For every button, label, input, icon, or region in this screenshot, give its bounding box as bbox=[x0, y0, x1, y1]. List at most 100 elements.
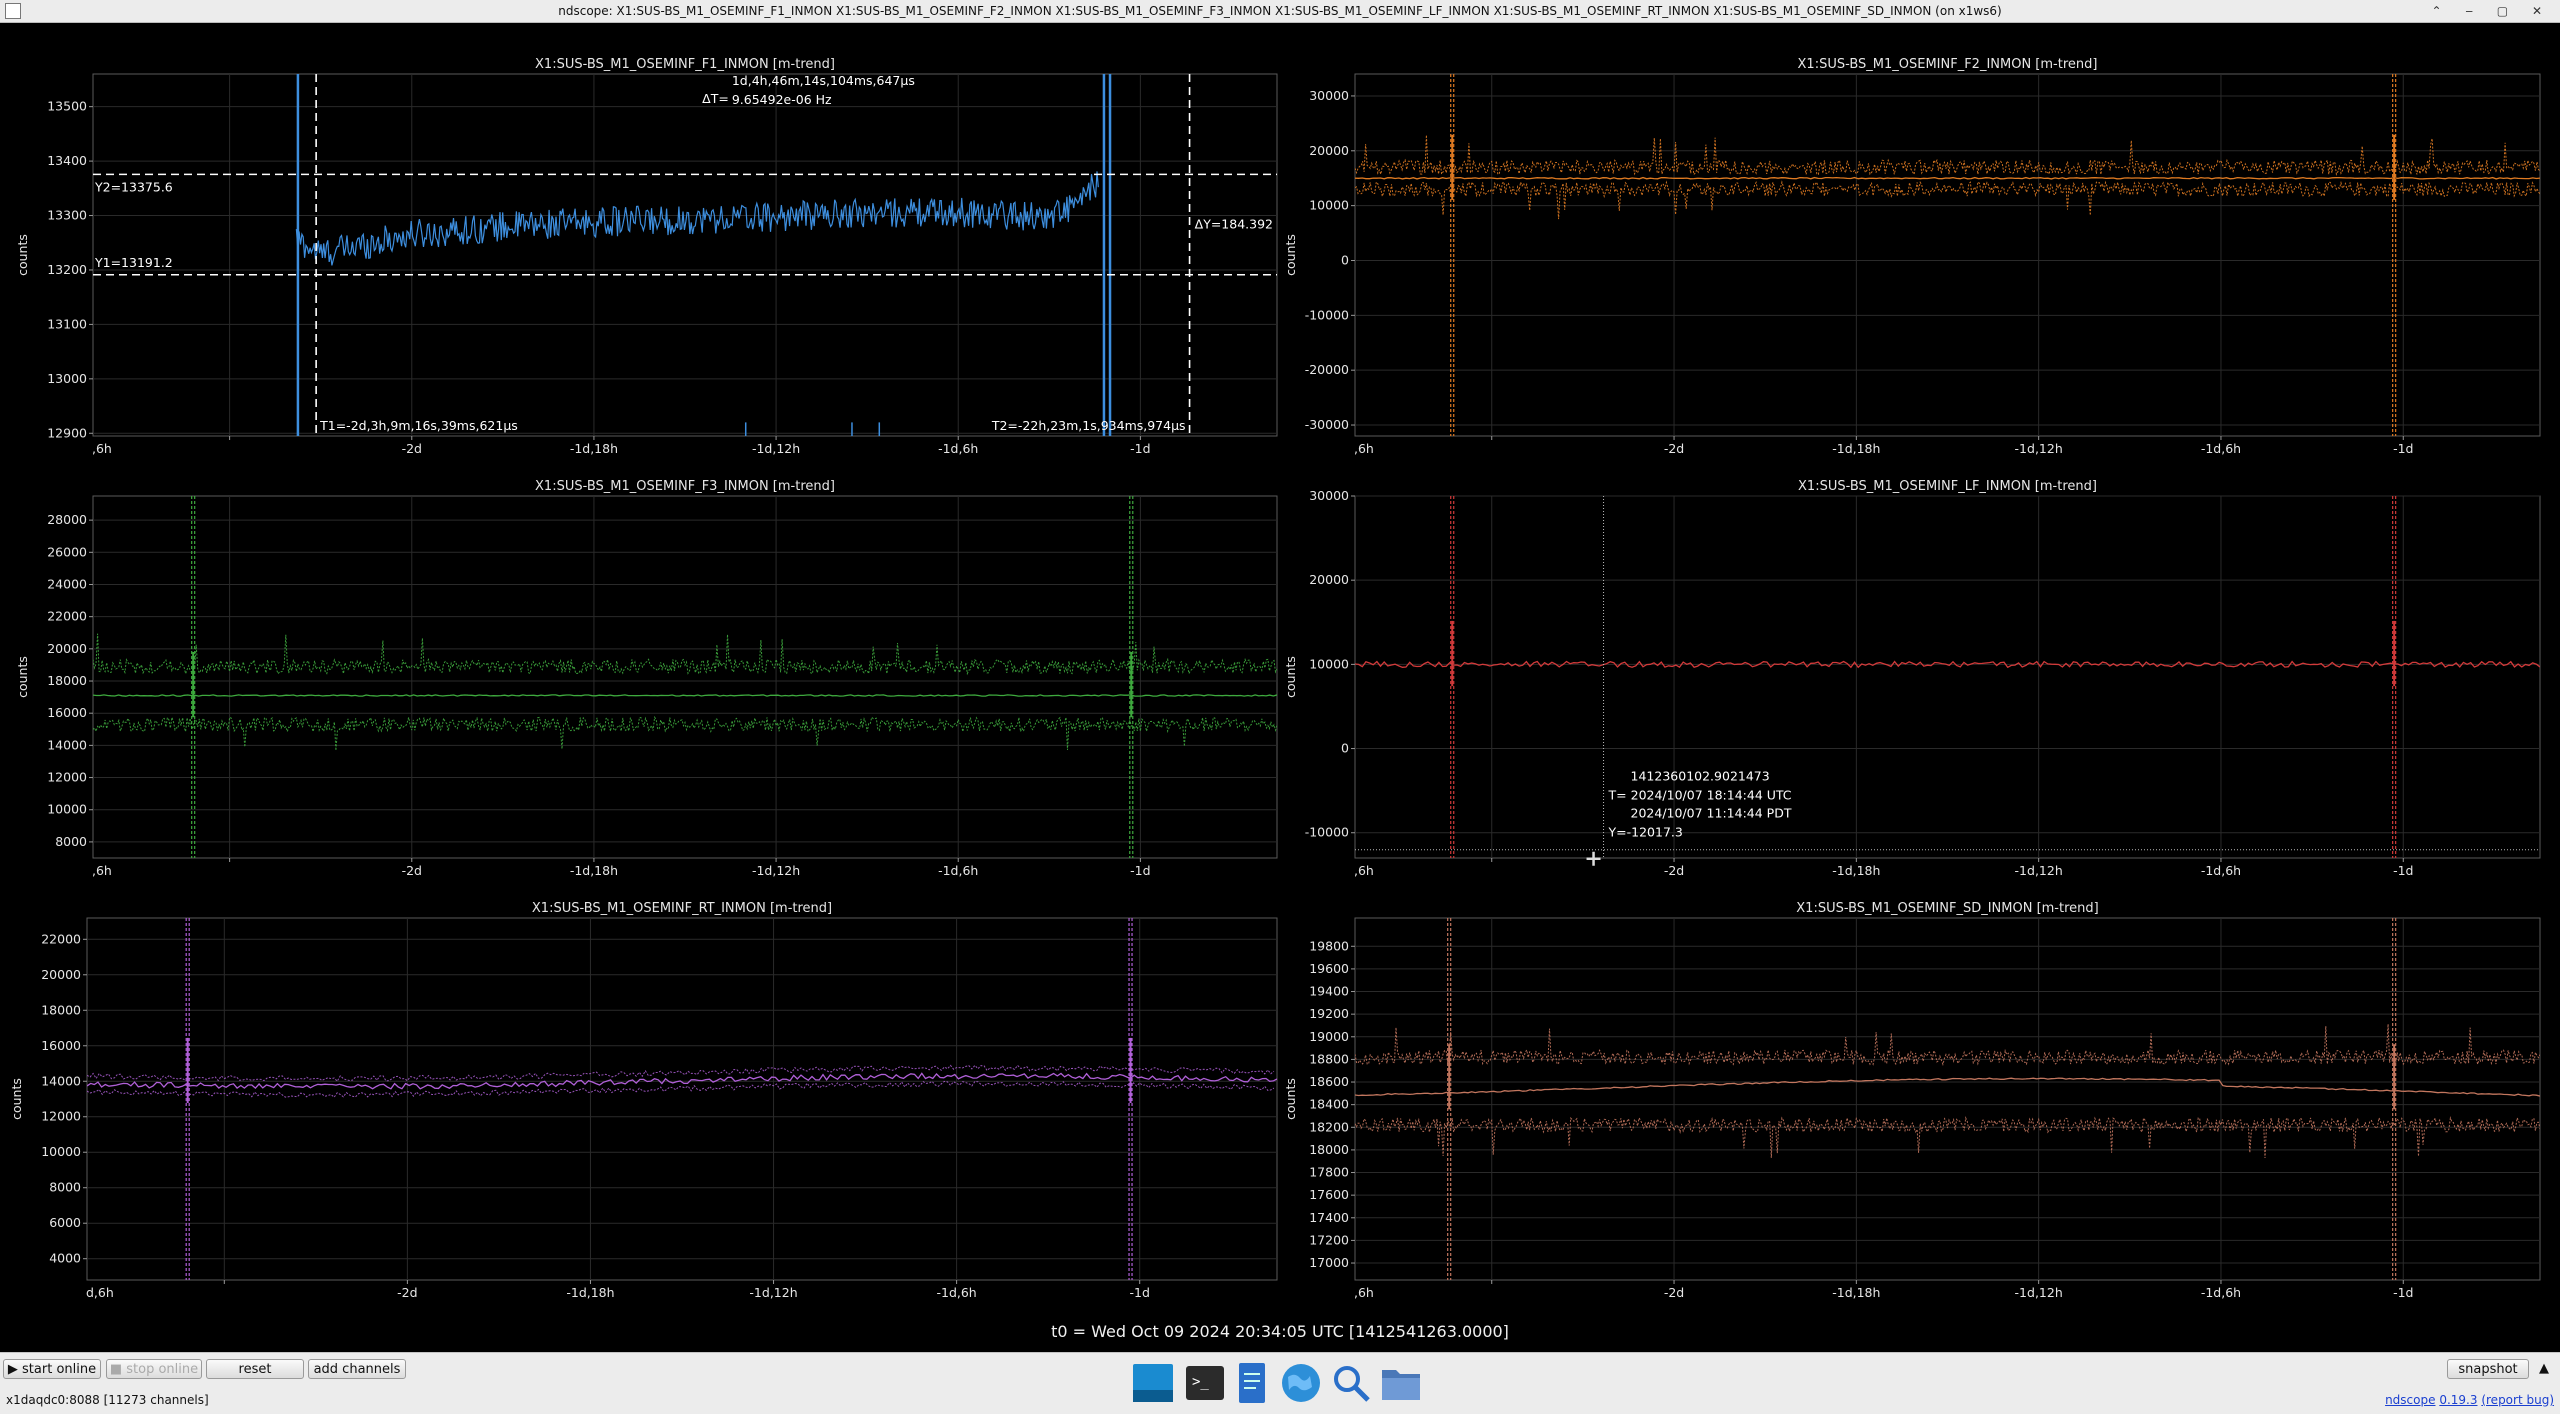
plot-title: X1:SUS-BS_M1_OSEMINF_SD_INMON [m-trend] bbox=[1796, 901, 2098, 916]
x-tick-label: -1d,12h bbox=[752, 863, 800, 878]
y-tick-label: 18600 bbox=[1309, 1074, 1349, 1089]
y-tick-label: 0 bbox=[1341, 741, 1349, 756]
cursor-y2-label: Y2=13375.6 bbox=[94, 179, 173, 194]
y-tick-label: 22000 bbox=[41, 931, 81, 946]
x-tick-label: ,6h bbox=[92, 441, 112, 456]
y-tick-label: 10000 bbox=[47, 802, 87, 817]
y-tick-label: 13000 bbox=[47, 371, 87, 386]
series-line bbox=[1355, 176, 2540, 180]
y-tick-label: 20000 bbox=[1309, 572, 1349, 587]
y-tick-label: 18800 bbox=[1309, 1051, 1349, 1066]
cursor-dy-label: ΔY=184.392 bbox=[1195, 217, 1273, 232]
x-tick-label: -2d bbox=[1664, 863, 1684, 878]
x-tick-label: -1d bbox=[2393, 441, 2413, 456]
plot-1: X1:SUS-BS_M1_OSEMINF_F1_INMON [m-trend] c… bbox=[15, 57, 1278, 456]
y-tick-label: 8000 bbox=[49, 1180, 81, 1195]
reset-button[interactable]: reset bbox=[206, 1359, 304, 1379]
snapshot-button[interactable]: snapshot bbox=[2447, 1359, 2529, 1379]
cursor-t1-label: T1=-2d,3h,9m,16s,39ms,621μs bbox=[319, 418, 518, 433]
y-tick-label: 6000 bbox=[49, 1215, 81, 1230]
y-tick-label: 17800 bbox=[1309, 1165, 1349, 1180]
y-tick-label: 19200 bbox=[1309, 1006, 1349, 1021]
y-tick-label: 17600 bbox=[1309, 1187, 1349, 1202]
series-envelope bbox=[1355, 1024, 2540, 1066]
series-line bbox=[1355, 660, 2540, 669]
y-tick-label: -10000 bbox=[1305, 825, 1349, 840]
y-tick-label: 20000 bbox=[1309, 143, 1349, 158]
y-tick-label: 28000 bbox=[47, 512, 87, 527]
x-tick-label: -2d bbox=[402, 441, 422, 456]
plot-frame bbox=[86, 917, 1278, 1281]
y-tick-label: 20000 bbox=[41, 967, 81, 982]
cursor-y1-label: Y1=13191.2 bbox=[94, 255, 173, 270]
y-tick-label: 13500 bbox=[47, 99, 87, 114]
plot-traces bbox=[87, 918, 1277, 1280]
plot-frame bbox=[1354, 73, 2541, 437]
window-controls[interactable]: ⌃ ‒ ▢ ✕ bbox=[2431, 4, 2552, 18]
y-tick-label: 12900 bbox=[47, 425, 87, 440]
x-tick-label: -1d,6h bbox=[2201, 441, 2241, 456]
web-browser-icon[interactable] bbox=[1278, 1360, 1324, 1406]
window-titlebar: ndscope: X1:SUS-BS_M1_OSEMINF_F1_INMON X… bbox=[0, 0, 2560, 23]
x-tick-label: -1d bbox=[1130, 863, 1150, 878]
x-tick-label: -1d,18h bbox=[566, 1285, 614, 1300]
crosshair-y: Y=-12017.3 bbox=[1608, 825, 1683, 840]
series-envelope bbox=[1355, 1116, 2540, 1159]
y-tick-label: 22000 bbox=[47, 609, 87, 624]
ndscope-link[interactable]: ndscope bbox=[2385, 1393, 2436, 1407]
version-link[interactable]: 0.19.3 bbox=[2439, 1393, 2478, 1407]
x-tick-label: -1d bbox=[1129, 1285, 1149, 1300]
window-icon[interactable] bbox=[1130, 1360, 1176, 1406]
x-tick-label: -1d,6h bbox=[2201, 863, 2241, 878]
cursor-dt-label: ΔT= bbox=[702, 91, 729, 106]
app-icon bbox=[5, 3, 21, 19]
x-tick-label: -1d bbox=[1130, 441, 1150, 456]
y-tick-label: 18000 bbox=[47, 673, 87, 688]
y-tick-label: 18000 bbox=[1309, 1142, 1349, 1157]
plot-frame bbox=[1354, 495, 2541, 859]
expand-icon[interactable]: ▲ bbox=[2539, 1361, 2549, 1376]
file-manager-icon[interactable] bbox=[1378, 1360, 1424, 1406]
svg-text:>_: >_ bbox=[1192, 1374, 1209, 1390]
bottom-toolbar: ▶ start online ■ stop online reset add c… bbox=[0, 1352, 2560, 1414]
x-tick-label: ,6h bbox=[1354, 863, 1374, 878]
y-tick-label: 26000 bbox=[47, 544, 87, 559]
series-envelope bbox=[93, 633, 1277, 676]
y-axis-label: counts bbox=[15, 234, 30, 276]
plot-title: X1:SUS-BS_M1_OSEMINF_F3_INMON [m-trend] bbox=[535, 479, 835, 494]
text-editor-icon[interactable] bbox=[1230, 1360, 1276, 1406]
y-axis-label: counts bbox=[9, 1078, 24, 1120]
y-tick-label: 10000 bbox=[1309, 198, 1349, 213]
y-tick-label: -20000 bbox=[1305, 362, 1349, 377]
cursor-t2-label: T2=-22h,23m,1s,934ms,974μs bbox=[991, 418, 1186, 433]
y-tick-label: -30000 bbox=[1305, 417, 1349, 432]
y-tick-label: 12000 bbox=[41, 1109, 81, 1124]
y-tick-label: 13300 bbox=[47, 208, 87, 223]
report-bug-link[interactable]: (report bug) bbox=[2481, 1393, 2554, 1407]
plot-6: X1:SUS-BS_M1_OSEMINF_SD_INMON [m-trend] c… bbox=[1283, 901, 2541, 1300]
server-status: x1daqdc0:8088 [11273 channels] bbox=[6, 1393, 209, 1407]
y-tick-label: 18200 bbox=[1309, 1119, 1349, 1134]
y-axis-label: counts bbox=[1283, 656, 1298, 698]
y-tick-label: 14000 bbox=[47, 737, 87, 752]
y-tick-label: 13400 bbox=[47, 153, 87, 168]
x-tick-label: ,6h bbox=[1354, 1285, 1374, 1300]
y-axis-label: counts bbox=[1283, 1078, 1298, 1120]
x-tick-label: -1d,12h bbox=[2015, 441, 2063, 456]
x-tick-label: -1d,6h bbox=[938, 441, 978, 456]
plot-2: X1:SUS-BS_M1_OSEMINF_F2_INMON [m-trend] c… bbox=[1283, 57, 2541, 456]
y-tick-label: 8000 bbox=[55, 834, 87, 849]
plot-canvas[interactable]: X1:SUS-BS_M1_OSEMINF_F1_INMON [m-trend] c… bbox=[0, 22, 2560, 1322]
x-tick-label: -1d,12h bbox=[2015, 1285, 2063, 1300]
x-tick-label: -2d bbox=[397, 1285, 417, 1300]
x-tick-label: -1d bbox=[2393, 1285, 2413, 1300]
terminal-icon[interactable]: >_ bbox=[1182, 1360, 1228, 1406]
series-line bbox=[1355, 1077, 2540, 1097]
add-channels-button[interactable]: add channels bbox=[308, 1359, 406, 1379]
series-line bbox=[93, 694, 1277, 697]
series-envelope bbox=[87, 1080, 1275, 1098]
y-tick-label: 19800 bbox=[1309, 938, 1349, 953]
search-icon[interactable] bbox=[1328, 1360, 1374, 1406]
start-online-button[interactable]: ▶ start online bbox=[3, 1359, 101, 1379]
plot-frame bbox=[92, 495, 1278, 859]
